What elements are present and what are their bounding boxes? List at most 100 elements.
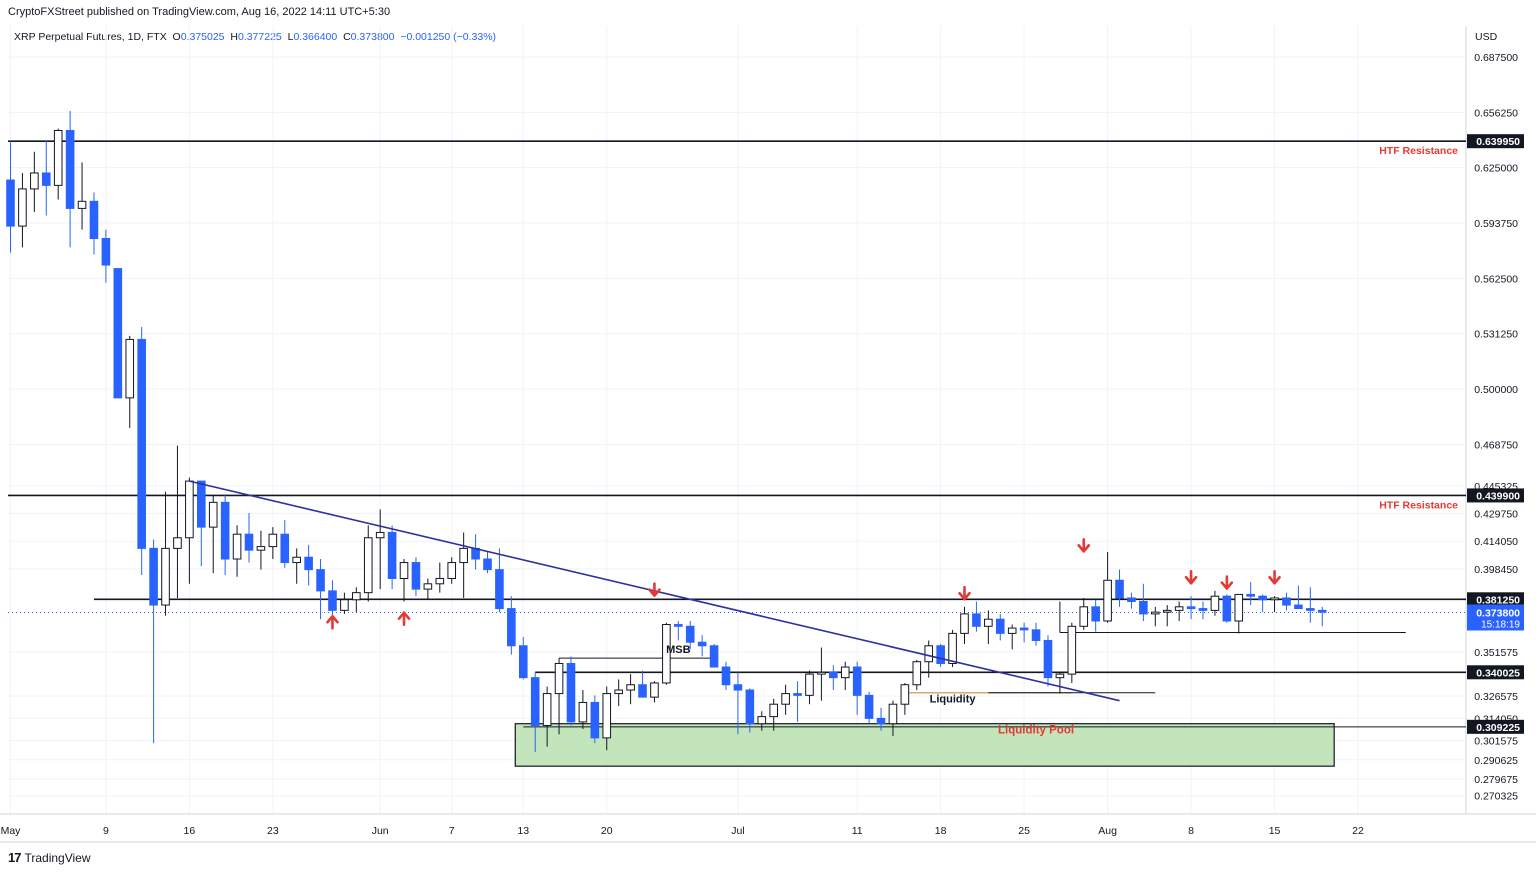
candle-body — [733, 684, 743, 691]
y-tick-label: 0.593750 — [1474, 218, 1518, 230]
current-price-label: 0.373800 — [1476, 607, 1520, 619]
candle-body — [721, 666, 731, 686]
candle-body — [411, 562, 421, 590]
candle-body — [1258, 595, 1267, 601]
y-tick-label: 0.290625 — [1474, 755, 1518, 767]
candle-body — [793, 693, 802, 696]
arrow-down-icon — [648, 582, 661, 597]
x-tick-label: 8 — [1188, 825, 1194, 837]
candle-body — [1079, 606, 1089, 627]
publisher-line: CryptoFXStreet published on TradingView.… — [8, 6, 391, 18]
currency-label: USD — [1475, 31, 1498, 43]
y-tick-label: 0.531250 — [1474, 329, 1518, 341]
arrow-up-icon — [397, 611, 411, 626]
arrow-down-icon — [1268, 569, 1281, 585]
candle-body — [340, 599, 349, 611]
candle-body — [352, 592, 361, 601]
liquidity-pool-zone — [514, 723, 1335, 767]
y-tick-label: 0.429750 — [1474, 508, 1518, 520]
candle-body — [1317, 609, 1327, 613]
level-price-label: 0.309225 — [1476, 722, 1520, 734]
candle-body — [483, 558, 492, 571]
candle-body — [518, 645, 528, 679]
candle-body — [781, 693, 790, 705]
candle-body — [53, 129, 63, 186]
candle-body — [447, 562, 457, 579]
x-tick-label: 13 — [517, 825, 529, 837]
level-price-tag — [1467, 488, 1524, 503]
candle-body — [864, 694, 874, 719]
candle-body — [817, 671, 826, 675]
change-value: −0.001250 (−0.33%) — [400, 31, 497, 43]
candle-body — [18, 188, 27, 227]
x-tick-label: 15 — [1269, 825, 1281, 837]
candle-body — [232, 533, 242, 560]
candle-body — [1043, 639, 1053, 679]
candle-body — [1174, 606, 1184, 611]
low-label: L — [287, 31, 294, 43]
candle-body — [1282, 597, 1291, 606]
candle-body — [697, 641, 707, 647]
candle-body — [244, 533, 254, 551]
candle-body — [852, 666, 862, 696]
candle-body — [1162, 609, 1172, 613]
symbol-name[interactable]: XRP Perpetual Futures, 1D, FTX — [14, 31, 167, 43]
candle-body — [161, 547, 170, 606]
arrow-down-icon — [1220, 575, 1234, 590]
candle-body — [674, 624, 683, 627]
candle-body — [530, 677, 540, 726]
close-label: C — [343, 31, 351, 43]
y-tick-label: 0.687500 — [1474, 52, 1518, 64]
y-tick-label: 0.414050 — [1474, 536, 1518, 548]
candle-body — [1055, 673, 1065, 679]
x-tick-label: Aug — [1098, 825, 1117, 837]
bar-countdown-label: 15:18:19 — [1481, 619, 1520, 630]
candle-body — [948, 632, 957, 664]
y-tick-label: 0.301575 — [1474, 735, 1518, 747]
low-value: 0.366400 — [293, 31, 338, 43]
candle-body — [614, 689, 623, 695]
candle-body — [328, 590, 337, 611]
candle-body — [1186, 606, 1196, 610]
candle-body — [590, 701, 600, 739]
level-price-label: 0.439900 — [1476, 490, 1520, 502]
x-tick-label: May — [1, 825, 22, 837]
y-tick-label: 0.562500 — [1474, 273, 1518, 285]
level-price-tag — [1467, 134, 1524, 149]
candle-body — [685, 625, 695, 643]
tradingview-brand[interactable]: 17 TradingView — [8, 850, 91, 865]
level-price-label: 0.340025 — [1476, 667, 1520, 679]
candle-body — [399, 562, 409, 579]
x-tick-label: 7 — [449, 825, 455, 837]
close-value: 0.373800 — [350, 31, 395, 43]
y-tick-label: 0.468750 — [1474, 439, 1518, 451]
candle-body — [1067, 625, 1077, 675]
candle-body — [280, 533, 290, 564]
candle-body — [912, 661, 922, 686]
symbol-legend: XRP Perpetual Futures, 1D, FTX O0.375025… — [14, 31, 496, 43]
candle-body — [173, 537, 182, 549]
candle-body — [137, 338, 146, 549]
candle-body — [185, 480, 194, 539]
level-price-tag — [1467, 592, 1524, 607]
candle-body — [89, 200, 99, 239]
chart-annotation: Liquidity — [930, 693, 977, 705]
candle-body — [995, 618, 1005, 634]
candle-body — [1294, 604, 1303, 610]
x-tick-label: Jul — [731, 825, 744, 837]
candle-body — [1246, 593, 1256, 597]
y-tick-label: 0.326575 — [1474, 691, 1518, 703]
candle-body — [6, 179, 15, 227]
x-tick-label: 22 — [1352, 825, 1364, 837]
level-price-tag — [1467, 665, 1524, 680]
candle-body — [542, 693, 552, 726]
candle-body — [1139, 601, 1148, 615]
y-tick-label: 0.625000 — [1474, 163, 1518, 175]
candle-body — [626, 684, 635, 691]
arrow-down-icon — [1184, 569, 1198, 585]
candle-body — [1210, 595, 1220, 611]
candle-body — [829, 671, 838, 679]
x-tick-label: 23 — [267, 825, 279, 837]
candle-body — [1007, 627, 1017, 634]
